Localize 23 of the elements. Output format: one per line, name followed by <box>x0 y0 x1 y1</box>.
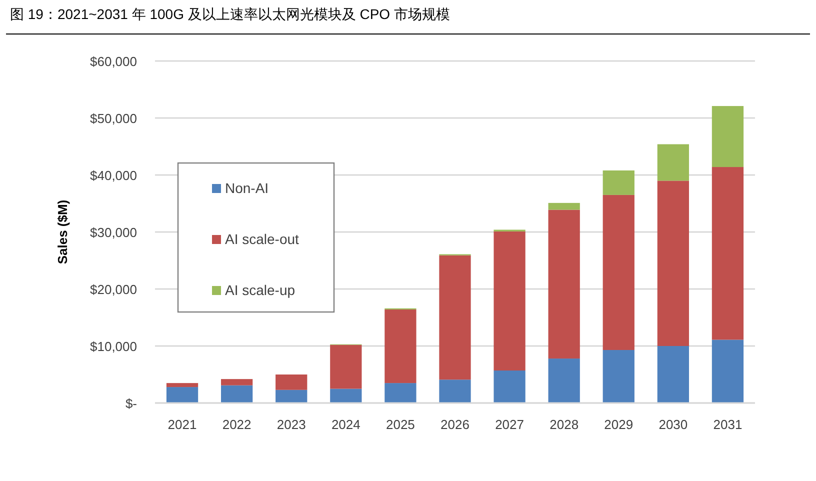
x-tick-label: 2031 <box>713 417 742 432</box>
y-tick-label: $40,000 <box>90 168 137 183</box>
x-tick-label: 2025 <box>386 417 415 432</box>
x-tick-label: 2027 <box>495 417 524 432</box>
y-tick-label: $30,000 <box>90 225 137 240</box>
x-tick-label: 2026 <box>440 417 470 432</box>
y-tick-label: $- <box>125 396 137 411</box>
x-tick-label: 2023 <box>276 417 306 432</box>
legend-label: AI scale-out <box>225 231 300 247</box>
y-axis-title: Sales ($M) <box>55 200 70 264</box>
x-tick-label: 2021 <box>168 417 197 432</box>
x-tick-label: 2029 <box>604 417 634 432</box>
x-tick-label: 2030 <box>658 417 688 432</box>
x-tick-label: 2028 <box>550 417 579 432</box>
x-tick-label: 2022 <box>222 417 252 432</box>
y-tick-label: $50,000 <box>90 111 137 126</box>
title: 图 19：2021~2031 年 100G 及以上速率以太网光模块及 CPO 市场规模 <box>10 6 450 22</box>
y-tick-label: $10,000 <box>90 339 137 354</box>
legend-label: Non-AI <box>225 180 269 196</box>
y-tick-label: $60,000 <box>90 54 137 69</box>
y-tick-label: $20,000 <box>90 282 137 297</box>
x-tick-label: 2024 <box>331 417 360 432</box>
legend-label: AI scale-up <box>225 282 296 298</box>
